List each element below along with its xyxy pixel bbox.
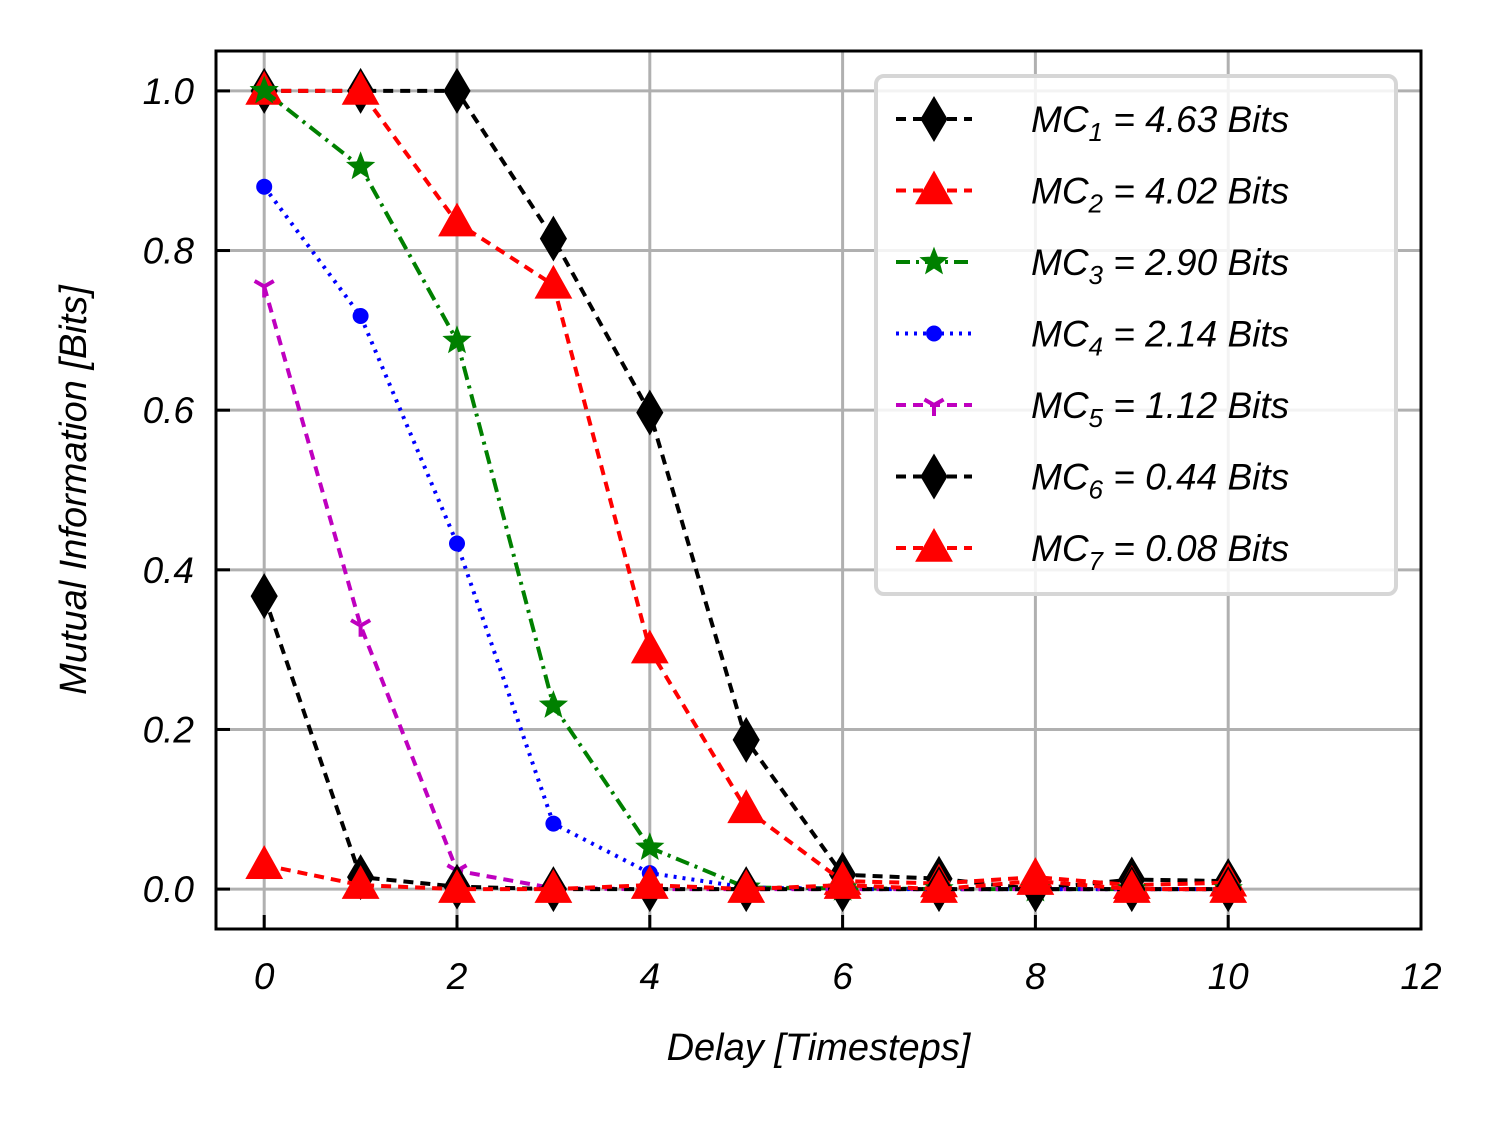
legend-item: MC2 = 4.02 Bits: [896, 170, 1289, 219]
legend-item: MC7 = 0.08 Bits: [896, 527, 1289, 576]
tri-down-marker: [350, 618, 372, 637]
x-tick-label: 2: [446, 956, 468, 997]
y-tick-label: 0.6: [143, 390, 195, 431]
triangle-marker: [727, 869, 766, 903]
triangle-marker: [341, 70, 380, 105]
legend-item: MC6 = 0.44 Bits: [896, 453, 1289, 505]
legend-label: MC7 = 0.08 Bits: [1031, 528, 1289, 576]
x-tick-label: 0: [254, 956, 275, 997]
triangle-marker: [630, 865, 669, 899]
diamond-marker: [636, 389, 664, 436]
star-marker: [635, 832, 665, 861]
circle-marker: [449, 535, 465, 552]
axis-ticks: 0 2 4 6 8 10 12 0.0 0.2 0.4 0.6 0.8 1.0: [143, 71, 1442, 997]
x-tick-label: 4: [640, 956, 661, 997]
y-tick-label: 0.4: [143, 550, 194, 591]
legend-item: MC4 = 2.14 Bits: [896, 314, 1289, 362]
x-tick-label: 10: [1208, 956, 1250, 997]
legend-label: MC5 = 1.12 Bits: [1031, 385, 1289, 433]
diamond-marker: [920, 96, 948, 142]
triangle-marker: [341, 865, 380, 899]
legend-label: MC1 = 4.63 Bits: [1031, 99, 1289, 147]
legend-box: [874, 74, 1398, 596]
triangle-marker: [245, 845, 284, 879]
x-tick-label: 12: [1400, 956, 1442, 997]
triangle-marker: [915, 170, 953, 205]
star-marker: [538, 690, 569, 718]
triangle-marker: [438, 202, 476, 237]
triangle-marker: [534, 869, 573, 903]
legend: MC1 = 4.63 Bits MC2 = 4.02 Bits MC3 = 2.90…: [874, 74, 1398, 596]
x-axis-label: Delay [Timesteps]: [667, 1027, 972, 1069]
diamond-marker: [732, 716, 760, 763]
legend-item: MC1 = 4.63 Bits: [896, 96, 1289, 147]
triangle-marker: [727, 789, 766, 824]
tri-down-marker: [253, 279, 275, 298]
triangle-marker: [534, 264, 573, 299]
circle-marker: [926, 325, 942, 342]
triangle-marker: [823, 865, 862, 899]
x-tick-label: 6: [832, 956, 853, 997]
triangle-marker: [1016, 861, 1055, 895]
star-marker: [442, 325, 472, 354]
star-marker: [249, 75, 279, 104]
y-axis-label: Mutual Information [Bits]: [53, 284, 95, 695]
legend-label: MC2 = 4.02 Bits: [1031, 171, 1289, 219]
circle-marker: [545, 815, 562, 832]
star-marker: [919, 246, 949, 275]
diamond-marker: [920, 453, 948, 500]
legend-item: MC5 = 1.12 Bits: [896, 385, 1289, 433]
diamond-marker: [250, 573, 278, 620]
tri-down-marker: [923, 397, 945, 416]
triangle-marker: [1112, 869, 1151, 903]
triangle-marker: [920, 869, 958, 903]
y-tick-label: 0.0: [143, 869, 195, 910]
circle-marker: [352, 307, 369, 324]
star-marker: [345, 151, 376, 180]
series-layer: [245, 67, 1248, 913]
legend-label: MC3 = 2.90 Bits: [1031, 242, 1289, 290]
series-7: [245, 845, 1248, 903]
triangle-marker: [630, 629, 669, 664]
legend-label: MC4 = 2.14 Bits: [1031, 314, 1289, 362]
triangle-marker: [1209, 869, 1248, 903]
triangle-marker: [915, 527, 953, 562]
x-tick-label: 8: [1025, 956, 1046, 997]
y-tick-label: 0.8: [143, 231, 195, 272]
legend-item: MC3 = 2.90 Bits: [896, 242, 1289, 290]
y-tick-label: 0.2: [143, 709, 195, 750]
legend-label: MC6 = 0.44 Bits: [1031, 457, 1289, 505]
circle-marker: [256, 178, 273, 195]
y-tick-label: 1.0: [143, 71, 195, 112]
plot-frame: [214, 49, 1423, 931]
diamond-marker: [539, 215, 567, 262]
diamond-marker: [443, 67, 471, 114]
triangle-marker: [438, 869, 476, 903]
